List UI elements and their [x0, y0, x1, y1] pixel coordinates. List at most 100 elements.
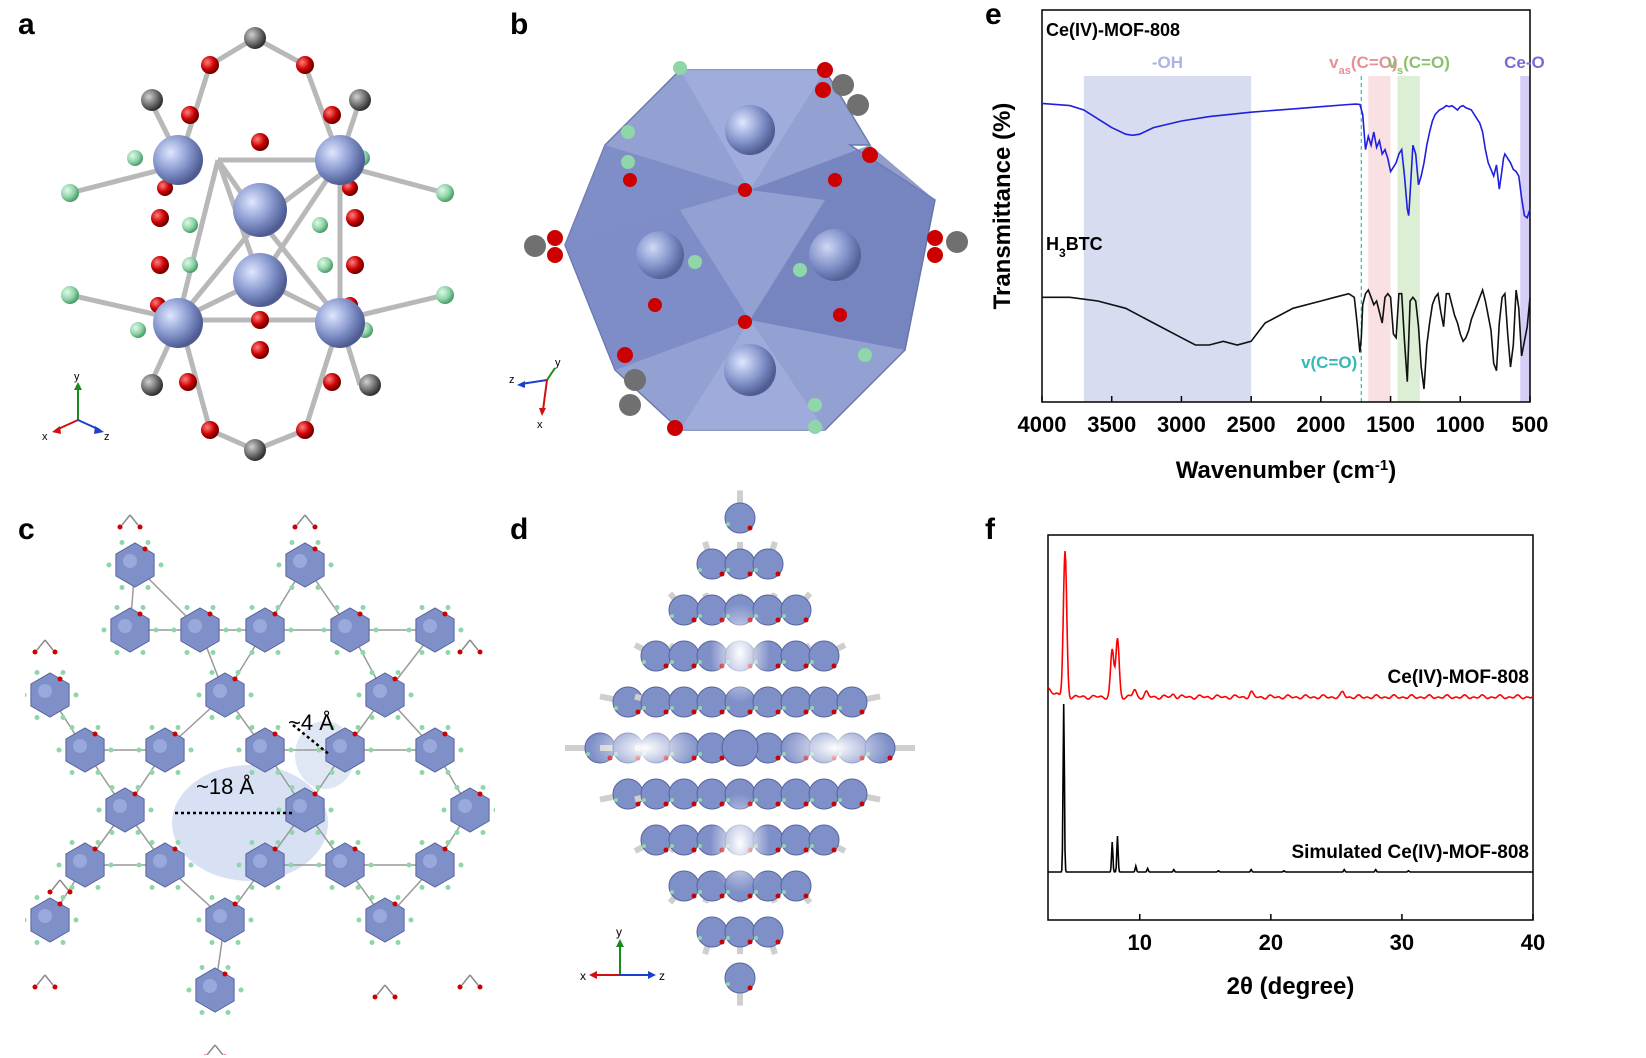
linker-fragment: [32, 974, 58, 990]
axis-y-label-a: y: [74, 371, 80, 383]
cluster-node: [56, 839, 114, 891]
projected-cluster: [668, 778, 700, 810]
projected-cluster: [780, 640, 812, 672]
x-tick-label: 2000: [1296, 412, 1345, 437]
x-tick-label: 40: [1521, 930, 1545, 955]
xrd-chart: Ce(IV)-MOF-808 Simulated Ce(IV)-MOF-808 10…: [1047, 534, 1545, 1000]
cluster-node: [25, 894, 79, 946]
band-label-ceo: Ce-O: [1504, 53, 1545, 72]
panel-label-a: a: [18, 8, 35, 41]
axis-triad-b: y z x: [509, 357, 561, 431]
x-tick-label: 30: [1390, 930, 1414, 955]
x-tick-label: 1500: [1366, 412, 1415, 437]
band-label-oh: -OH: [1152, 53, 1183, 72]
cluster-node: [186, 964, 244, 1016]
cluster-node: [56, 724, 114, 776]
spectral-band: [1368, 76, 1391, 402]
series-line-mof808: [1041, 102, 1531, 220]
linker-fragment: [32, 639, 58, 655]
axis-x-label-b: x: [537, 419, 543, 431]
projected-cluster: [752, 778, 784, 810]
cluster-node: [196, 669, 254, 721]
window-size-label: ~4 Å: [288, 710, 334, 735]
axis-triad-a: y x z: [42, 371, 110, 443]
pore-shading: [172, 765, 328, 881]
channel-glow: [710, 603, 770, 703]
panel-label-c: c: [18, 513, 35, 546]
linker-fragment: [117, 514, 143, 530]
channel-glow: [710, 793, 770, 893]
spectral-band: [1520, 76, 1530, 402]
cluster-node: [441, 784, 495, 836]
x-tick-label: 4000: [1018, 412, 1067, 437]
axis-z-label-d: z: [659, 969, 665, 983]
projected-cluster: [599, 778, 644, 810]
x-tick-label: 2500: [1227, 412, 1276, 437]
projected-cluster: [780, 824, 812, 856]
projected-cluster: [836, 778, 881, 810]
cluster-node: [406, 724, 464, 776]
cluster-node: [236, 839, 294, 891]
linker-fragment: [47, 879, 73, 895]
cluster-node: [25, 669, 79, 721]
projected-cluster: [724, 541, 756, 580]
window-size-line: [292, 724, 331, 756]
cluster-node: [96, 784, 154, 836]
projected-cluster: [667, 870, 700, 905]
axis-triad-d: y x z: [580, 925, 665, 983]
spectral-band: [1083, 76, 1252, 402]
projected-cluster: [780, 686, 812, 718]
projected-cluster: [808, 640, 847, 672]
series-label-simulated: Simulated Ce(IV)-MOF-808: [1291, 842, 1529, 863]
cluster-node: [321, 604, 379, 656]
projected-cluster: [752, 541, 784, 580]
center-cluster: [721, 729, 759, 767]
projected-cluster: [752, 916, 784, 955]
projected-cluster: [752, 686, 784, 718]
cluster-node: [316, 724, 374, 776]
x-tick-label: 10: [1128, 930, 1152, 955]
projected-cluster: [780, 778, 812, 810]
cluster-node: [356, 669, 414, 721]
linker-fragment: [457, 974, 483, 990]
projected-cluster: [780, 591, 813, 626]
projected-cluster: [696, 916, 728, 955]
projected-cluster: [696, 541, 728, 580]
series-label-mof808: Ce(IV)-MOF-808: [1046, 20, 1180, 40]
framework-projection-d: y x z: [565, 490, 915, 1006]
cluster-node: [106, 539, 164, 591]
projected-cluster: [724, 962, 756, 1006]
framework-structure-c: [25, 514, 495, 1055]
linker-fragment: [292, 514, 318, 530]
cluster-node: [406, 604, 464, 656]
projected-cluster: [696, 732, 728, 764]
series-label-measured: Ce(IV)-MOF-808: [1388, 667, 1529, 688]
projected-cluster: [808, 824, 847, 856]
panel-label-e: e: [985, 0, 1002, 31]
x-tick-label: 3500: [1087, 412, 1136, 437]
projected-cluster: [634, 686, 672, 718]
cluster-node: [316, 839, 374, 891]
polyhedral-structure-b: y z x: [509, 61, 968, 436]
panel-label-f: f: [985, 513, 995, 546]
projected-cluster: [836, 686, 881, 718]
panel-label-d: d: [510, 513, 529, 546]
series-line-measured: [1047, 551, 1534, 700]
plot-frame: [1041, 9, 1531, 403]
x-tick-label: 1000: [1436, 412, 1485, 437]
cluster-node: [276, 539, 334, 591]
cluster-node: [171, 604, 229, 656]
linker-fragment: [457, 639, 483, 655]
series-line-h3btc: [1042, 287, 1531, 390]
cluster-node: [136, 724, 194, 776]
band-label-vs: vs(C=O): [1388, 53, 1450, 77]
projected-cluster: [633, 824, 672, 856]
cluster-node: [236, 604, 294, 656]
projected-cluster: [633, 640, 672, 672]
cluster-node: [356, 894, 414, 946]
projected-cluster: [667, 591, 700, 626]
channel-glow: [780, 720, 890, 776]
cluster-node: [196, 894, 254, 946]
projected-cluster: [724, 490, 756, 534]
projected-cluster: [668, 824, 700, 856]
